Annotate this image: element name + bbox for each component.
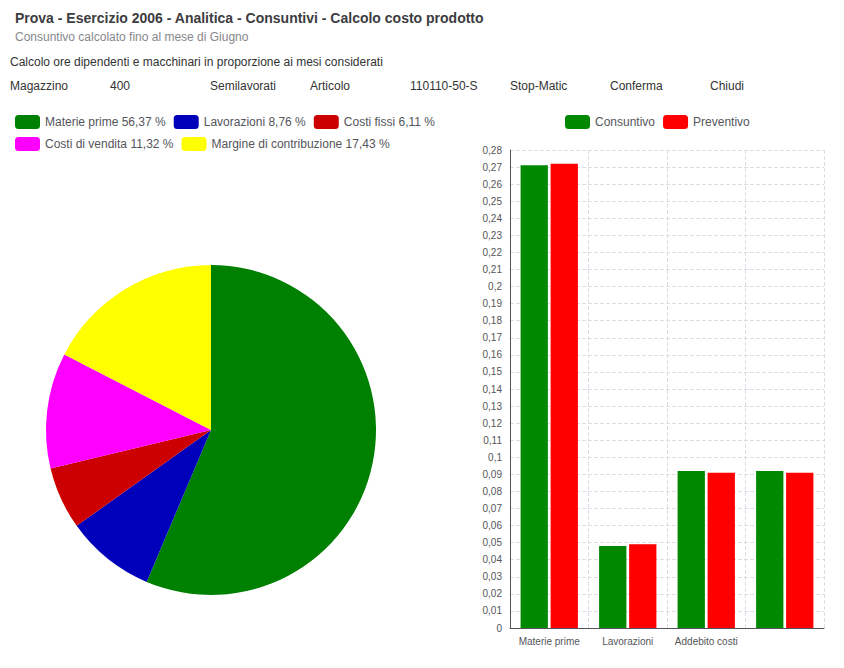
svg-text:Consuntivo calcolato fino al m: Consuntivo calcolato fino al mese di Giu… — [15, 30, 249, 44]
svg-text:0,27: 0,27 — [483, 162, 503, 173]
svg-text:Magazzino: Magazzino — [10, 79, 68, 93]
svg-text:0,17: 0,17 — [483, 332, 503, 343]
svg-text:Prova - Esercizio 2006 - Anali: Prova - Esercizio 2006 - Analitica - Con… — [15, 10, 484, 26]
svg-text:Semilavorati: Semilavorati — [210, 79, 276, 93]
svg-text:Costi di vendita 11,32 %: Costi di vendita 11,32 % — [45, 137, 174, 151]
svg-text:Conferma: Conferma — [610, 79, 663, 93]
svg-text:400: 400 — [110, 79, 130, 93]
svg-text:Preventivo: Preventivo — [693, 115, 750, 129]
svg-text:0,01: 0,01 — [483, 605, 503, 616]
svg-text:0,16: 0,16 — [483, 349, 503, 360]
svg-text:0,05: 0,05 — [483, 537, 503, 548]
svg-text:0,15: 0,15 — [483, 366, 503, 377]
svg-text:0,03: 0,03 — [483, 571, 503, 582]
svg-text:0,22: 0,22 — [483, 247, 503, 258]
svg-text:Addebito costi: Addebito costi — [675, 636, 738, 647]
svg-text:Materie prime 56,37 %: Materie prime 56,37 % — [45, 115, 166, 129]
svg-text:0,21: 0,21 — [483, 264, 503, 275]
svg-text:Lavorazioni: Lavorazioni — [602, 636, 653, 647]
svg-text:0,08: 0,08 — [483, 486, 503, 497]
svg-text:0,18: 0,18 — [483, 315, 503, 326]
svg-text:0,25: 0,25 — [483, 196, 503, 207]
svg-text:Costi fissi 6,11 %: Costi fissi 6,11 % — [344, 115, 435, 129]
svg-text:110110-50-S: 110110-50-S — [410, 79, 478, 93]
svg-text:0,09: 0,09 — [483, 469, 503, 480]
svg-text:Consuntivo: Consuntivo — [595, 115, 655, 129]
svg-text:0,07: 0,07 — [483, 503, 503, 514]
svg-text:0,13: 0,13 — [483, 401, 503, 412]
svg-text:0,23: 0,23 — [483, 230, 503, 241]
svg-text:0,26: 0,26 — [483, 179, 503, 190]
svg-text:0,1: 0,1 — [488, 452, 502, 463]
svg-text:0,2: 0,2 — [488, 281, 502, 292]
svg-text:Chiudi: Chiudi — [710, 79, 744, 93]
svg-text:Materie prime: Materie prime — [519, 636, 581, 647]
svg-text:0,12: 0,12 — [483, 418, 503, 429]
svg-text:0: 0 — [496, 623, 502, 634]
svg-text:Lavorazioni 8,76 %: Lavorazioni 8,76 % — [204, 115, 306, 129]
svg-text:Stop-Matic: Stop-Matic — [510, 79, 567, 93]
svg-text:0,04: 0,04 — [483, 554, 503, 565]
svg-text:0,14: 0,14 — [483, 384, 503, 395]
svg-text:0,06: 0,06 — [483, 520, 503, 531]
svg-text:Articolo: Articolo — [310, 79, 350, 93]
svg-text:Margine di contribuzione 17,43: Margine di contribuzione 17,43 % — [212, 137, 390, 151]
svg-text:0,24: 0,24 — [483, 213, 503, 224]
svg-text:Calcolo ore dipendenti e macch: Calcolo ore dipendenti e macchinari in p… — [10, 55, 383, 69]
svg-text:0,02: 0,02 — [483, 588, 503, 599]
svg-text:0,19: 0,19 — [483, 298, 503, 309]
svg-text:0,11: 0,11 — [483, 435, 502, 446]
svg-text:0,28: 0,28 — [483, 145, 503, 156]
